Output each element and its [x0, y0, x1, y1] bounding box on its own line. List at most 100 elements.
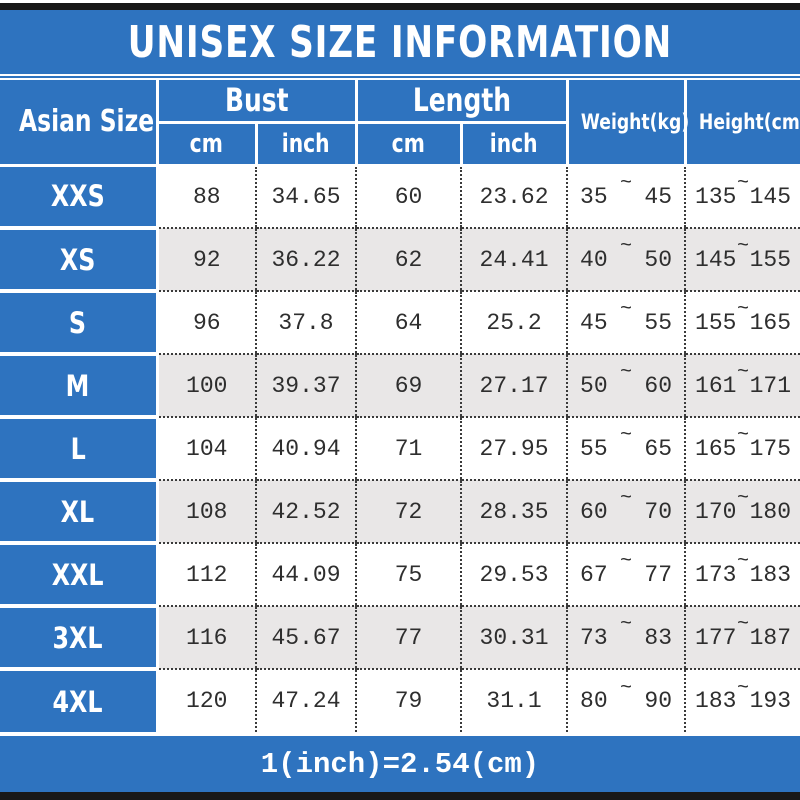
length-inch-value: 25.2: [460, 291, 568, 355]
range: 35 ~45: [568, 172, 684, 210]
table-row: 3XL 116 45.67 77 30.31 73 ~83 177 ~187: [0, 606, 800, 671]
bust-inch-value: 40.94: [254, 417, 357, 481]
conversion-note-band: 1(inch)=2.54(cm): [0, 736, 800, 792]
range-max: 60: [644, 372, 673, 399]
range-max: 180: [749, 498, 792, 525]
tilde-symbol: ~: [620, 424, 633, 447]
range: 177 ~187: [686, 613, 800, 651]
range-min: 40: [580, 246, 608, 273]
col-header-weight-label: Weight(kg): [580, 109, 689, 134]
size-table: Asian Size Bust Length Weight(kg) Height…: [0, 80, 800, 732]
title-band: UNISEX SIZE INFORMATION: [0, 10, 800, 74]
range: 183 ~193: [686, 677, 800, 715]
length-inch-value: 23.62: [460, 165, 568, 229]
range: 165 ~175: [686, 424, 800, 462]
weight-range: 67 ~77: [566, 543, 686, 607]
unit-label: inch: [490, 128, 538, 159]
size-label-text: 4XL: [52, 684, 103, 719]
bust-inch-value: 34.65: [254, 165, 357, 229]
range-min: 45: [580, 309, 608, 336]
col-header-height: Height(cm): [683, 80, 800, 167]
range-min: 67: [580, 561, 608, 588]
range: 67 ~77: [568, 550, 684, 588]
length-inch-value: 27.17: [460, 354, 568, 418]
col-header-length-cm: cm: [354, 122, 462, 167]
tilde-symbol: ~: [737, 298, 750, 321]
tilde-symbol: ~: [737, 487, 750, 510]
page-title: UNISEX SIZE INFORMATION: [127, 16, 673, 68]
col-header-asian-size-label: Asian Size: [19, 104, 155, 140]
length-cm-value: 77: [355, 606, 462, 670]
tilde-symbol: ~: [737, 676, 750, 700]
weight-range: 60 ~70: [566, 480, 686, 544]
range: 173 ~183: [686, 550, 800, 588]
size-label-text: XL: [61, 494, 95, 529]
bust-cm-value: 108: [157, 480, 256, 544]
bust-inch-value: 39.37: [254, 354, 357, 418]
bottom-black-bar: [0, 792, 800, 800]
col-header-weight: Weight(kg): [565, 80, 689, 167]
range: 60 ~70: [568, 487, 684, 525]
tilde-symbol: ~: [737, 361, 750, 384]
length-cm-value: 72: [355, 480, 462, 544]
divider: [0, 732, 800, 736]
weight-range: 35 ~45: [566, 165, 686, 229]
range-max: 70: [644, 498, 673, 525]
unit-label: cm: [189, 128, 224, 159]
range-min: 170: [695, 498, 737, 525]
length-inch-value: 27.95: [460, 417, 568, 481]
range: 45 ~55: [568, 298, 684, 336]
conversion-note: 1(inch)=2.54(cm): [260, 747, 540, 781]
height-range: 165 ~175: [684, 417, 800, 481]
tilde-symbol: ~: [737, 550, 750, 573]
col-header-bust-inch: inch: [254, 122, 357, 167]
bust-cm-value: 120: [157, 669, 256, 732]
range-max: 90: [644, 688, 673, 714]
range-max: 175: [749, 435, 792, 462]
size-label: XS: [0, 228, 159, 293]
weight-range: 40 ~50: [566, 228, 686, 292]
col-header-bust: Bust: [157, 80, 357, 124]
range-min: 73: [580, 624, 608, 651]
col-header-bust-label: Bust: [224, 81, 289, 120]
range: 155 ~165: [686, 298, 800, 336]
size-label: XL: [0, 480, 159, 545]
range: 80 ~90: [568, 677, 684, 715]
length-inch-value: 29.53: [460, 543, 568, 607]
range-min: 80: [580, 688, 608, 714]
range-max: 193: [749, 688, 792, 714]
divider: [0, 78, 800, 80]
col-header-asian-size: Asian Size: [0, 80, 159, 167]
range-min: 35: [580, 183, 608, 210]
size-table-body: XXS 88 34.65 60 23.62 35 ~45 135 ~145 XS 92 36.22 62…: [0, 165, 800, 732]
bust-cm-value: 116: [157, 606, 256, 670]
height-range: 155 ~165: [684, 291, 800, 355]
bust-inch-value: 45.67: [254, 606, 357, 670]
bust-inch-value: 36.22: [254, 228, 357, 292]
range-max: 165: [749, 309, 792, 336]
range-min: 155: [695, 309, 737, 336]
length-inch-value: 30.31: [460, 606, 568, 670]
range-min: 177: [695, 624, 737, 651]
range-min: 145: [695, 246, 737, 273]
size-label: XXL: [0, 543, 159, 608]
weight-range: 45 ~55: [566, 291, 686, 355]
height-range: 170 ~180: [684, 480, 800, 544]
range: 161 ~171: [686, 361, 800, 399]
table-row: S 96 37.8 64 25.2 45 ~55 155 ~165: [0, 291, 800, 356]
size-label: L: [0, 417, 159, 482]
length-cm-value: 79: [355, 669, 462, 732]
table-row: L 104 40.94 71 27.95 55 ~65 165 ~175: [0, 417, 800, 482]
size-label-text: XXL: [51, 557, 104, 592]
length-cm-value: 75: [355, 543, 462, 607]
range-max: 65: [644, 435, 673, 462]
range-max: 155: [749, 246, 792, 273]
range-max: 171: [749, 372, 792, 399]
range-max: 50: [644, 246, 673, 273]
table-row: 4XL 120 47.24 79 31.1 80 ~90 183 ~193: [0, 669, 800, 732]
bust-cm-value: 100: [157, 354, 256, 418]
bust-cm-value: 88: [157, 165, 256, 229]
weight-range: 73 ~83: [566, 606, 686, 670]
divider: [0, 76, 800, 78]
